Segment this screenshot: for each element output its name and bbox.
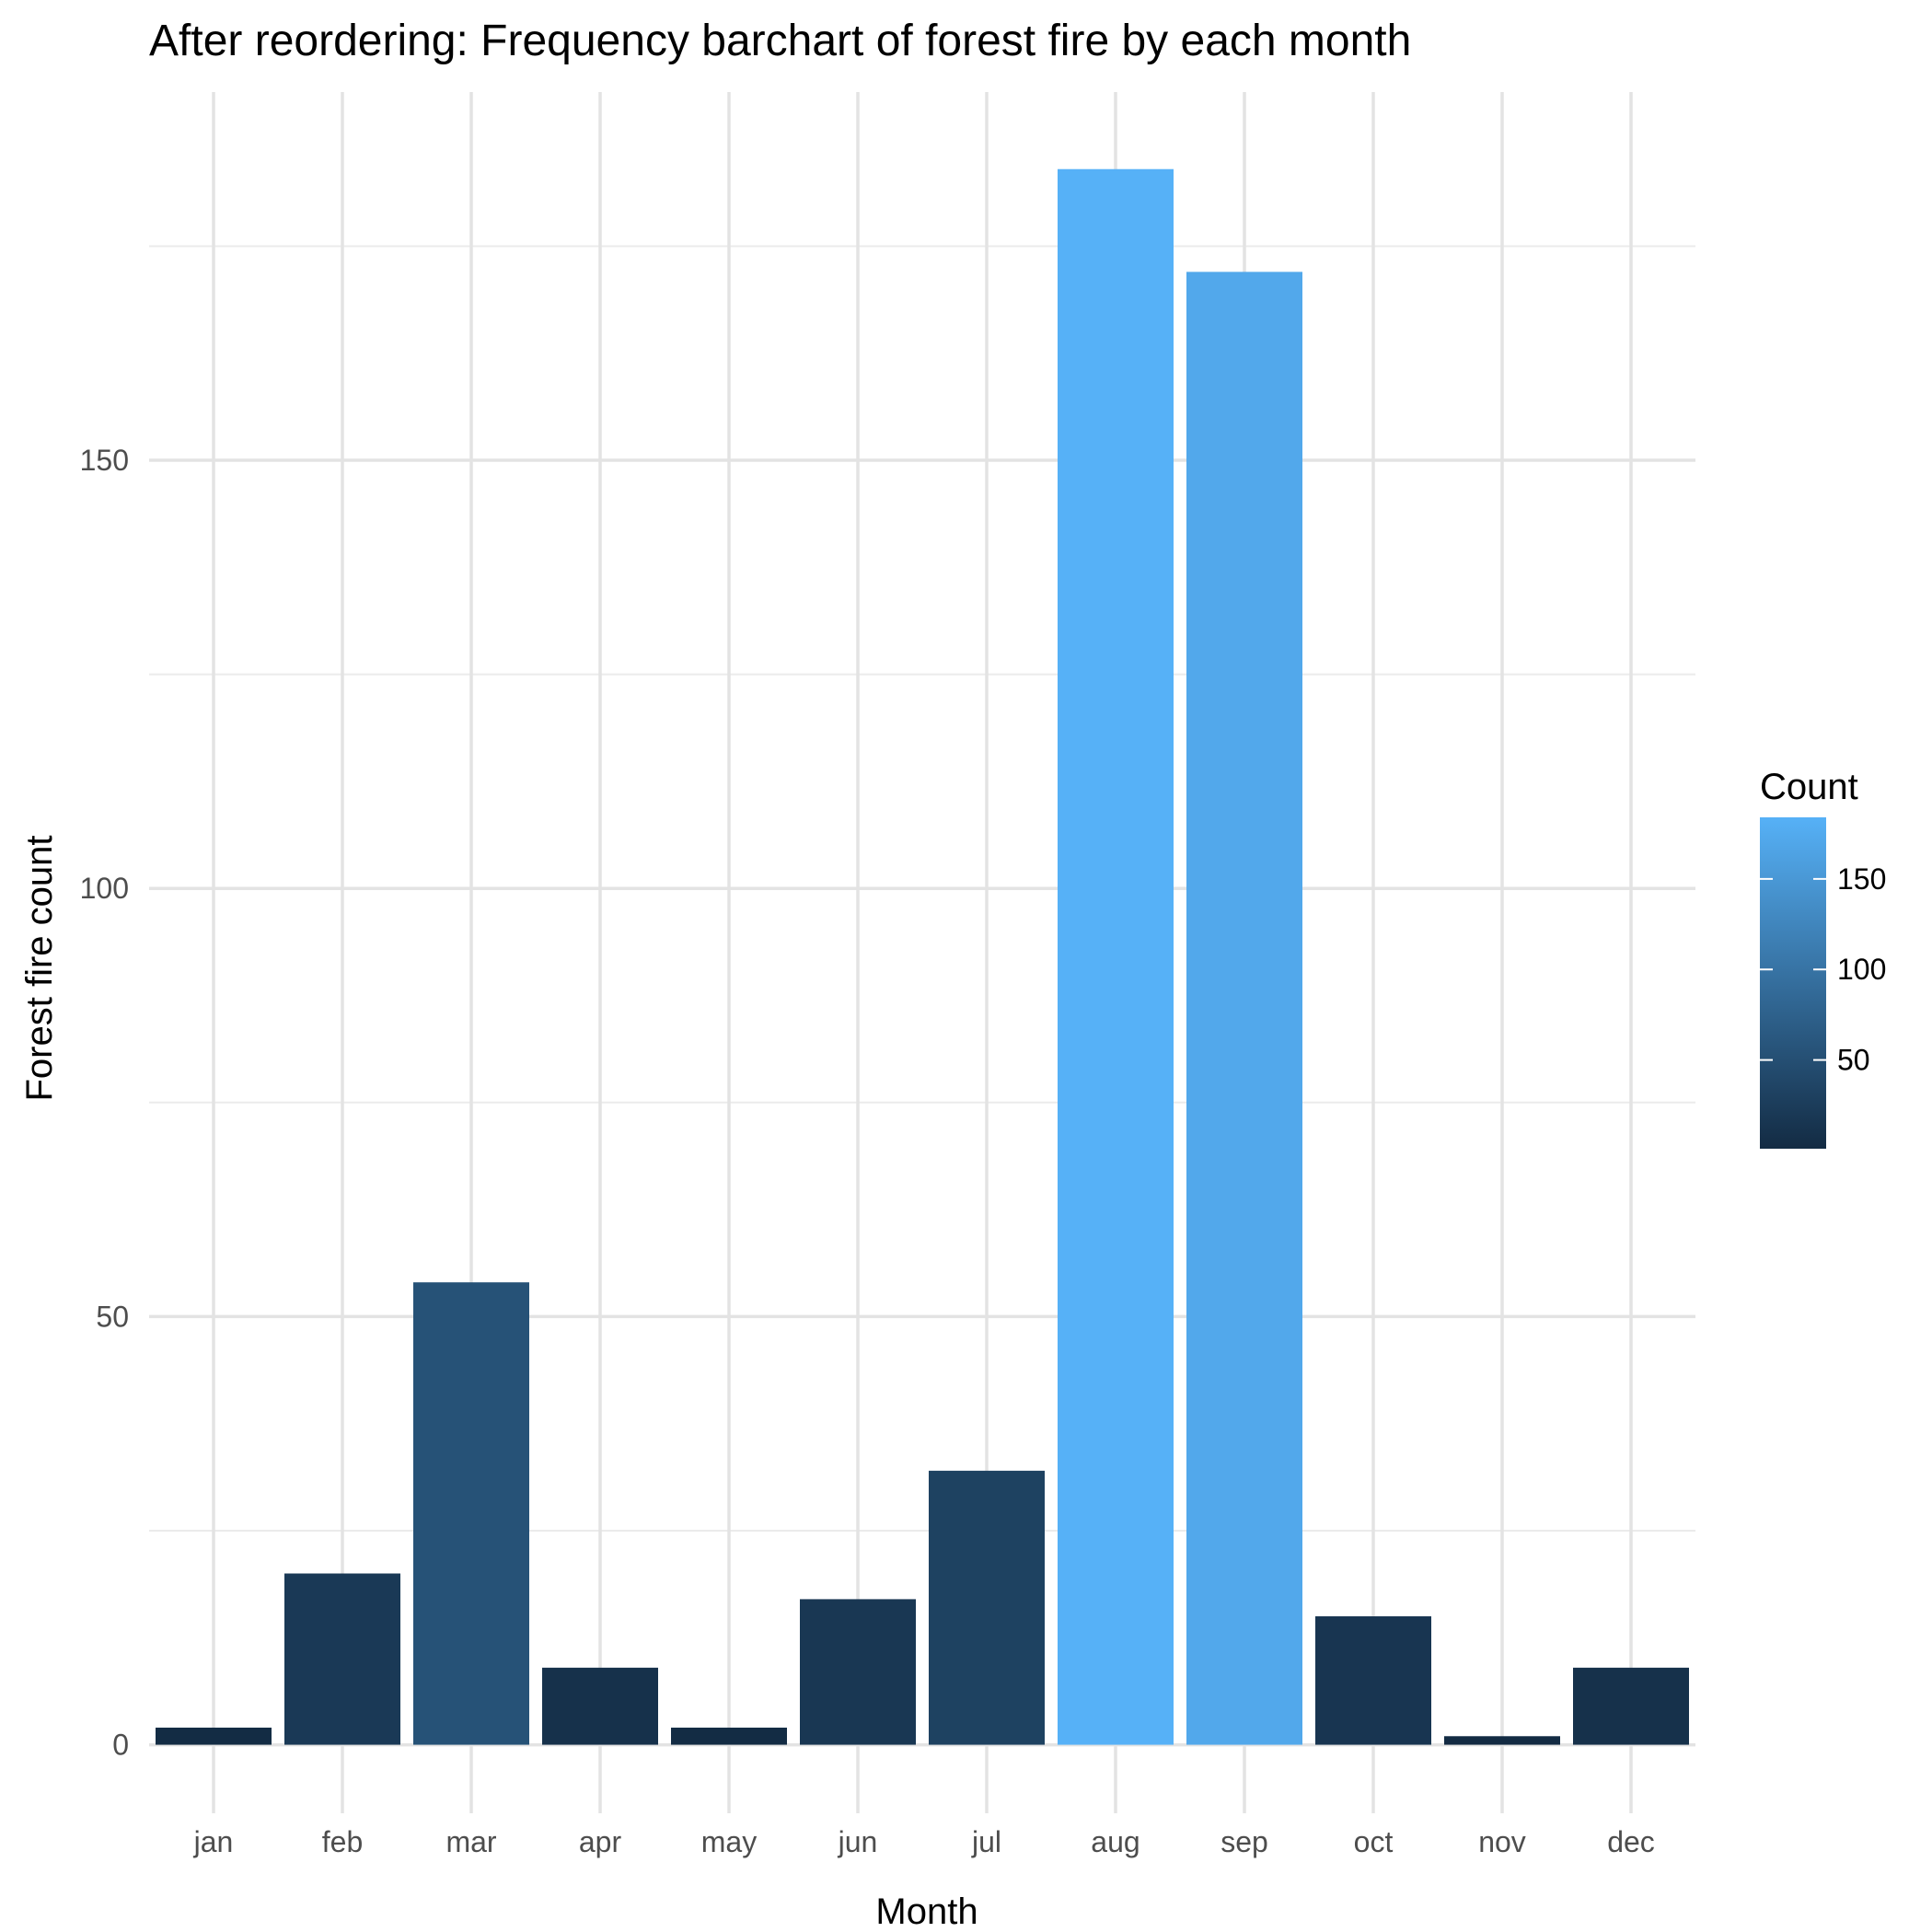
legend-tick-label: 150 bbox=[1837, 862, 1886, 896]
y-axis-ticks: 0 50 100 150 bbox=[80, 444, 129, 1762]
bar-sep bbox=[1186, 272, 1302, 1745]
y-axis-title: Forest fire count bbox=[19, 835, 60, 1101]
x-tick-label: jan bbox=[193, 1825, 234, 1858]
legend: Count 50 100 150 bbox=[1760, 767, 1886, 1149]
bar-mar bbox=[413, 1282, 529, 1745]
y-tick-label: 150 bbox=[80, 444, 129, 477]
bar-jun bbox=[800, 1599, 916, 1745]
chart-title: After reordering: Frequency barchart of … bbox=[149, 17, 1411, 65]
bar-apr bbox=[542, 1667, 658, 1745]
bar-oct bbox=[1315, 1616, 1431, 1745]
legend-tick-label: 50 bbox=[1837, 1044, 1870, 1077]
gridlines bbox=[149, 92, 1695, 1813]
legend-ticks: 50 100 150 bbox=[1760, 862, 1886, 1077]
legend-tick-label: 100 bbox=[1837, 953, 1886, 986]
y-tick-label: 100 bbox=[80, 872, 129, 905]
bar-feb bbox=[284, 1573, 400, 1745]
legend-colorbar bbox=[1760, 817, 1826, 1149]
x-tick-label: apr bbox=[579, 1825, 622, 1858]
bar-dec bbox=[1573, 1667, 1689, 1745]
x-tick-label: oct bbox=[1354, 1825, 1394, 1858]
y-tick-label: 0 bbox=[112, 1729, 129, 1762]
bar-aug bbox=[1058, 168, 1174, 1745]
x-tick-label: feb bbox=[322, 1825, 363, 1858]
y-tick-label: 50 bbox=[96, 1300, 129, 1333]
bar-may bbox=[671, 1727, 787, 1745]
x-tick-label: jun bbox=[838, 1825, 878, 1858]
x-axis-ticks: jan feb mar apr may jun jul aug sep oct nov dec bbox=[193, 1825, 1655, 1858]
x-tick-label: jul bbox=[971, 1825, 1001, 1858]
bars bbox=[156, 168, 1689, 1745]
legend-title: Count bbox=[1760, 767, 1858, 807]
x-tick-label: may bbox=[701, 1825, 757, 1858]
x-tick-label: dec bbox=[1607, 1825, 1655, 1858]
x-tick-label: aug bbox=[1091, 1825, 1140, 1858]
bar-jul bbox=[929, 1470, 1045, 1745]
bar-jan bbox=[156, 1727, 272, 1745]
x-axis-title: Month bbox=[875, 1892, 978, 1932]
x-tick-label: mar bbox=[445, 1825, 496, 1858]
x-tick-label: sep bbox=[1221, 1825, 1268, 1858]
x-tick-label: nov bbox=[1478, 1825, 1526, 1858]
bar-nov bbox=[1444, 1736, 1560, 1745]
